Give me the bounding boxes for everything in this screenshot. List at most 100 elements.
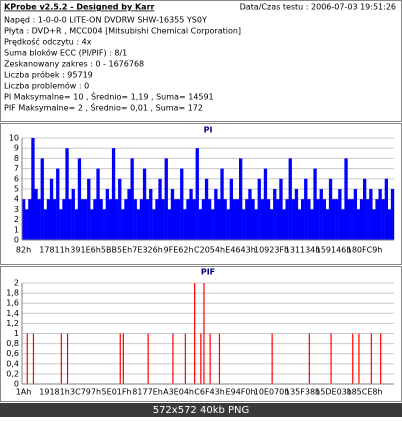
bar	[273, 189, 277, 240]
x-tick-label: 10923Fh	[254, 246, 289, 255]
bar	[136, 209, 140, 240]
bar	[198, 209, 202, 240]
x-tick-label: 131134h	[285, 246, 321, 255]
bar	[375, 199, 379, 240]
bar	[204, 178, 209, 240]
bar	[308, 333, 310, 384]
bar	[189, 189, 193, 240]
bar	[248, 189, 252, 240]
bar	[172, 333, 174, 384]
bar	[34, 189, 38, 240]
bar	[170, 189, 175, 240]
bar	[232, 199, 237, 240]
info-line: Suma bloków ECC (PI/PIF) : 8/1	[4, 48, 127, 58]
bar	[142, 168, 147, 240]
y-tick-label: 3	[14, 205, 19, 214]
bar	[266, 199, 271, 240]
bar	[80, 199, 85, 240]
bar	[325, 209, 330, 240]
bar	[328, 178, 333, 240]
info-panel	[0, 0, 402, 122]
bar	[183, 209, 187, 240]
bar	[338, 189, 342, 240]
bar	[186, 199, 190, 240]
bar	[87, 178, 91, 240]
bar	[251, 199, 255, 240]
y-tick-label: 4	[14, 195, 19, 204]
x-tick-label: 7E326h	[132, 246, 162, 255]
bar	[122, 333, 124, 384]
bar	[28, 199, 32, 240]
bar	[173, 199, 178, 240]
bar	[66, 333, 69, 384]
x-tick-label: E94F0h	[226, 388, 256, 397]
bar	[218, 333, 221, 384]
bar	[139, 199, 144, 240]
bar	[149, 189, 153, 240]
y-tick-label: 0	[14, 380, 19, 389]
bar	[118, 178, 122, 240]
bar	[217, 199, 221, 240]
bar	[164, 158, 168, 240]
bar	[270, 209, 274, 240]
bar	[32, 333, 35, 384]
bar	[387, 209, 392, 240]
bar	[307, 199, 311, 240]
bar	[235, 199, 240, 240]
y-tick-label: 0,2	[6, 369, 19, 378]
bar	[271, 333, 273, 384]
bar	[74, 209, 78, 240]
bar	[121, 209, 125, 240]
bar	[93, 199, 97, 240]
bar	[358, 333, 360, 384]
bar	[229, 178, 233, 240]
bar	[71, 189, 75, 240]
bar	[200, 333, 202, 384]
bar	[192, 199, 196, 240]
bar	[49, 178, 54, 240]
y-tick-label: 8	[14, 154, 19, 163]
bar	[115, 199, 119, 240]
y-tick-label: 1,8	[6, 289, 19, 298]
y-tick-label: 9	[14, 144, 19, 153]
bar	[332, 199, 336, 240]
bar	[276, 199, 280, 240]
bar	[90, 209, 94, 240]
info-line: Napęd : 1-0-0-0 LITE-ON DVDRW SHW-16355 …	[4, 16, 207, 25]
bar	[347, 199, 351, 240]
y-tick-label: 1,2	[6, 319, 19, 328]
bar	[105, 189, 109, 240]
bar	[127, 189, 131, 240]
y-tick-label: 10	[9, 134, 19, 143]
bar	[372, 209, 376, 240]
bar	[369, 189, 373, 240]
bar	[335, 199, 339, 240]
x-tick-label: 1Ah	[16, 388, 32, 397]
bar	[158, 178, 162, 240]
bar	[390, 189, 395, 240]
info-line: Zeskanowany zakres : 0 - 1676768	[4, 60, 144, 69]
app-title: KProbe v2.5.2 - Designed by Karr	[4, 3, 155, 12]
bar	[263, 168, 268, 240]
bar	[381, 199, 385, 240]
info-line: Liczba próbek : 95719	[4, 70, 93, 80]
bar	[313, 168, 317, 240]
bar	[99, 199, 103, 240]
bar	[211, 209, 215, 240]
x-tick-label: 82h	[16, 246, 31, 255]
bar	[25, 209, 29, 240]
y-tick-label: 6	[14, 174, 19, 183]
bar	[316, 199, 320, 240]
bar	[146, 199, 150, 240]
x-tick-label: 5BB5Eh	[101, 246, 132, 255]
chart-title: PIF	[201, 268, 215, 277]
x-tick-label: E4643h	[225, 246, 255, 255]
bar	[279, 178, 283, 240]
bar	[155, 199, 159, 240]
bar	[257, 178, 261, 240]
x-tick-label: 17811h	[39, 246, 70, 255]
y-tick-label: 0,8	[6, 339, 19, 348]
bar	[208, 199, 212, 240]
bar	[31, 138, 35, 240]
